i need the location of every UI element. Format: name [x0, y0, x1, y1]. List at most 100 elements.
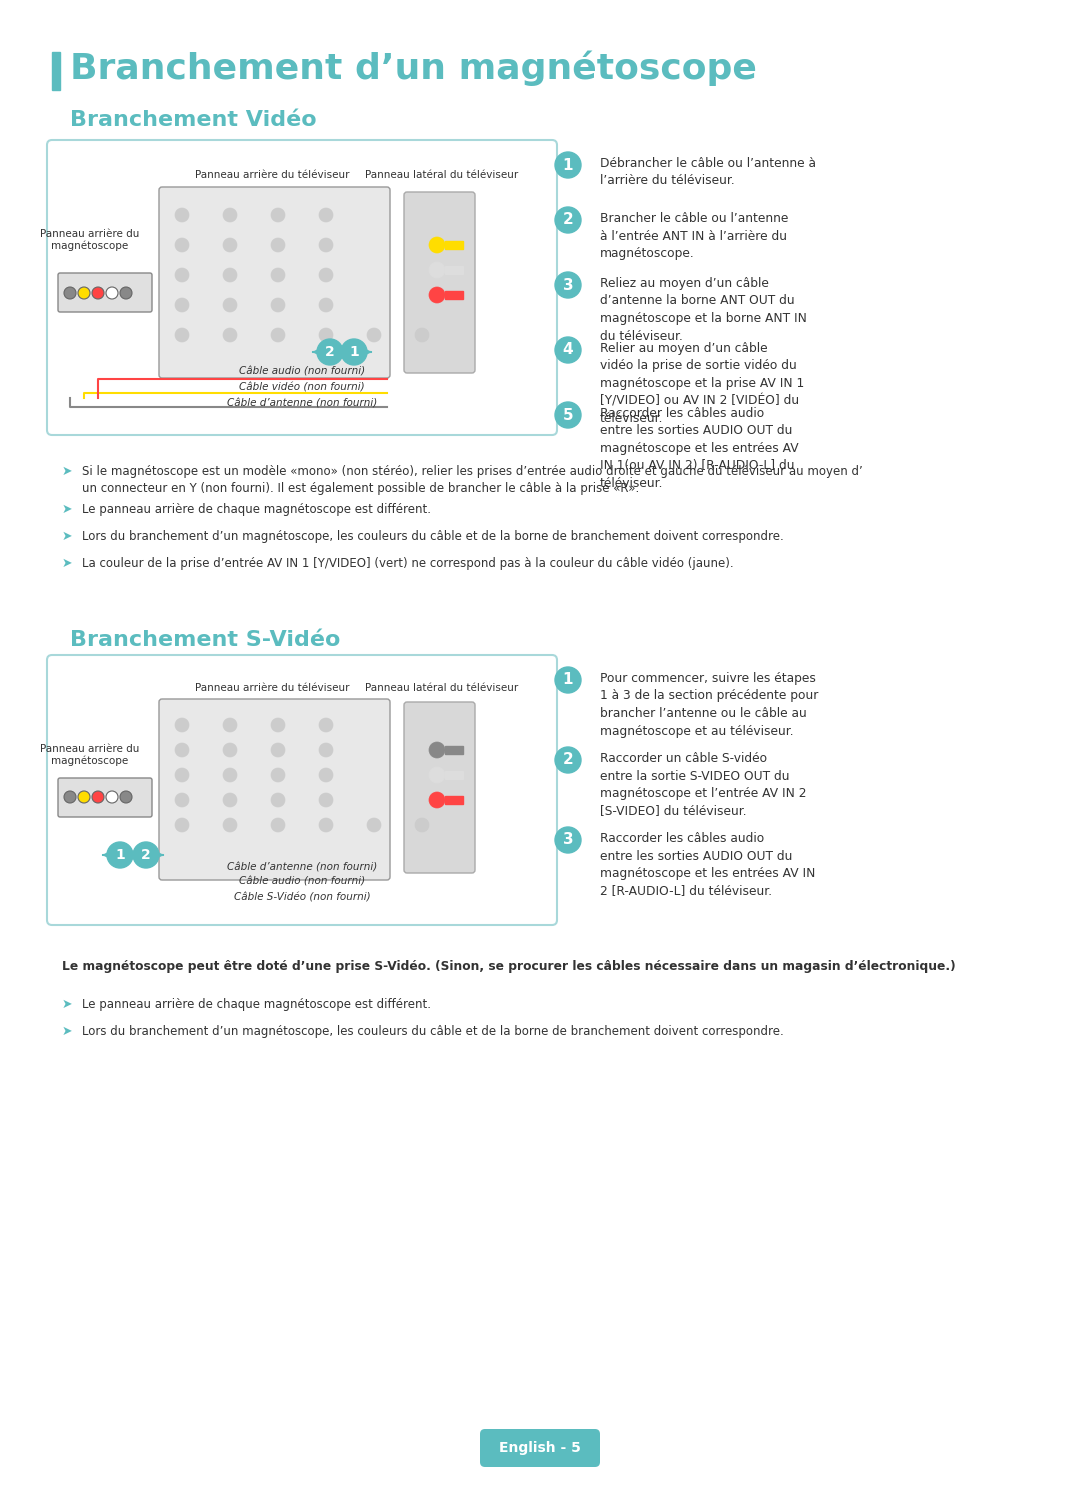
FancyBboxPatch shape [48, 655, 557, 926]
Circle shape [175, 208, 189, 222]
Text: ➤: ➤ [62, 557, 72, 570]
Circle shape [64, 792, 76, 804]
Circle shape [555, 152, 581, 179]
Circle shape [341, 339, 367, 365]
Circle shape [319, 793, 333, 806]
Circle shape [271, 327, 285, 342]
Text: La couleur de la prise d’entrée AV IN 1 [Y/VIDEO] (vert) ne correspond pas à la : La couleur de la prise d’entrée AV IN 1 … [82, 557, 733, 570]
Text: Panneau arrière du
magnétoscope: Panneau arrière du magnétoscope [40, 229, 139, 251]
Circle shape [78, 792, 90, 804]
Text: ➤: ➤ [62, 503, 72, 516]
Circle shape [555, 747, 581, 772]
Circle shape [319, 238, 333, 251]
Text: Relier au moyen d’un câble
vidéo la prise de sortie vidéo du
magnétoscope et la : Relier au moyen d’un câble vidéo la pris… [600, 342, 805, 426]
Circle shape [222, 818, 237, 832]
Circle shape [133, 842, 159, 868]
Circle shape [271, 719, 285, 732]
FancyBboxPatch shape [58, 778, 152, 817]
Text: ➤: ➤ [62, 998, 72, 1010]
Text: Branchement S-Vidéo: Branchement S-Vidéo [70, 629, 340, 650]
Circle shape [429, 743, 445, 757]
Circle shape [271, 743, 285, 757]
Circle shape [222, 793, 237, 806]
Text: Câble S-Vidéo (non fourni): Câble S-Vidéo (non fourni) [233, 891, 370, 902]
Text: Panneau arrière du téléviseur: Panneau arrière du téléviseur [194, 683, 349, 693]
Text: 5: 5 [563, 408, 573, 423]
FancyBboxPatch shape [48, 140, 557, 434]
Circle shape [319, 818, 333, 832]
Circle shape [319, 768, 333, 783]
Circle shape [555, 207, 581, 234]
Circle shape [555, 272, 581, 298]
Text: Lors du branchement d’un magnétoscope, les couleurs du câble et de la borne de b: Lors du branchement d’un magnétoscope, l… [82, 530, 784, 543]
Text: 1: 1 [563, 673, 573, 687]
Bar [445, 241, 463, 248]
Text: Si le magnétoscope est un modèle «mono» (non stéréo), relier les prises d’entrée: Si le magnétoscope est un modèle «mono» … [82, 464, 863, 496]
Text: 2: 2 [563, 753, 573, 768]
Bar [445, 745, 463, 754]
Text: Câble audio (non fourni): Câble audio (non fourni) [239, 876, 365, 887]
Circle shape [319, 208, 333, 222]
Circle shape [319, 719, 333, 732]
Circle shape [429, 237, 445, 253]
Text: 4: 4 [563, 342, 573, 357]
Circle shape [175, 743, 189, 757]
Circle shape [555, 336, 581, 363]
Circle shape [222, 768, 237, 783]
Circle shape [415, 818, 429, 832]
Circle shape [319, 268, 333, 283]
Circle shape [555, 402, 581, 429]
Circle shape [271, 793, 285, 806]
Bar [445, 266, 463, 274]
Text: 1: 1 [116, 848, 125, 862]
Circle shape [271, 818, 285, 832]
Text: 1: 1 [563, 158, 573, 173]
Text: Câble d’antenne (non fourni): Câble d’antenne (non fourni) [227, 397, 377, 408]
FancyBboxPatch shape [404, 702, 475, 873]
Text: ➤: ➤ [62, 464, 72, 478]
Text: 3: 3 [563, 832, 573, 848]
Bar [445, 771, 463, 780]
Text: Panneau arrière du téléviseur: Panneau arrière du téléviseur [194, 170, 349, 180]
Text: Le panneau arrière de chaque magnétoscope est différent.: Le panneau arrière de chaque magnétoscop… [82, 503, 431, 516]
Text: 2: 2 [141, 848, 151, 862]
Circle shape [175, 327, 189, 342]
Circle shape [319, 298, 333, 312]
Text: 2: 2 [325, 345, 335, 359]
Circle shape [222, 238, 237, 251]
Text: Débrancher le câble ou l’antenne à
l’arrière du téléviseur.: Débrancher le câble ou l’antenne à l’arr… [600, 158, 816, 187]
Circle shape [222, 208, 237, 222]
Circle shape [367, 327, 381, 342]
Text: 1: 1 [349, 345, 359, 359]
Circle shape [92, 792, 104, 804]
FancyBboxPatch shape [159, 699, 390, 879]
Text: ➤: ➤ [62, 530, 72, 543]
Circle shape [271, 768, 285, 783]
Circle shape [175, 719, 189, 732]
Circle shape [92, 287, 104, 299]
Circle shape [64, 287, 76, 299]
Circle shape [107, 842, 133, 868]
Circle shape [106, 287, 118, 299]
Circle shape [175, 793, 189, 806]
Circle shape [222, 719, 237, 732]
FancyBboxPatch shape [404, 192, 475, 373]
Text: ➤: ➤ [62, 1025, 72, 1039]
Circle shape [78, 287, 90, 299]
Circle shape [429, 766, 445, 783]
Text: Branchement d’un magnétoscope: Branchement d’un magnétoscope [70, 51, 757, 86]
Circle shape [222, 268, 237, 283]
Text: Le panneau arrière de chaque magnétoscope est différent.: Le panneau arrière de chaque magnétoscop… [82, 998, 431, 1010]
Circle shape [555, 667, 581, 693]
Circle shape [222, 327, 237, 342]
Circle shape [120, 287, 132, 299]
Text: Câble vidéo (non fourni): Câble vidéo (non fourni) [239, 382, 365, 391]
Circle shape [175, 238, 189, 251]
Text: English - 5: English - 5 [499, 1440, 581, 1455]
Text: Raccorder un câble S-vidéo
entre la sortie S-VIDEO OUT du
magnétoscope et l’entr: Raccorder un câble S-vidéo entre la sort… [600, 751, 807, 817]
FancyBboxPatch shape [480, 1428, 600, 1467]
Text: Branchement Vidéo: Branchement Vidéo [70, 110, 316, 129]
Text: Le magnétoscope peut être doté d’une prise S-Vidéo. (Sinon, se procurer les câbl: Le magnétoscope peut être doté d’une pri… [62, 960, 956, 973]
Text: Panneau latéral du téléviseur: Panneau latéral du téléviseur [365, 170, 518, 180]
Text: 3: 3 [563, 277, 573, 293]
